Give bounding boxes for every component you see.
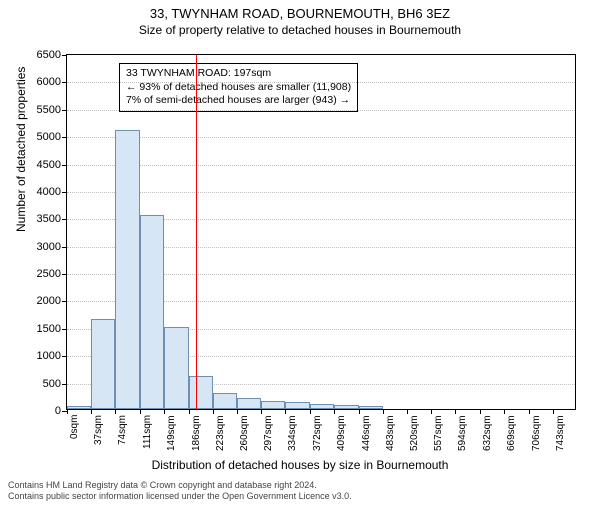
x-tick-label: 149sqm	[166, 415, 177, 451]
chart-title: 33, TWYNHAM ROAD, BOURNEMOUTH, BH6 3EZ	[0, 6, 600, 21]
x-tick-label: 37sqm	[93, 415, 104, 445]
x-tick-label: 669sqm	[506, 415, 517, 451]
histogram-bar	[189, 376, 213, 409]
y-axis-label: Number of detached properties	[14, 67, 28, 232]
x-tick-mark	[115, 409, 116, 414]
x-tick-label: 260sqm	[239, 415, 250, 451]
y-tick-label: 3500	[37, 213, 67, 225]
y-tick-label: 0	[55, 405, 67, 417]
x-tick-mark	[91, 409, 92, 414]
x-tick-mark	[553, 409, 554, 414]
x-tick-mark	[480, 409, 481, 414]
gridline	[67, 165, 575, 166]
histogram-bar	[67, 406, 91, 409]
x-tick-mark	[359, 409, 360, 414]
x-tick-mark	[67, 409, 68, 414]
x-tick-mark	[310, 409, 311, 414]
x-tick-label: 743sqm	[555, 415, 566, 451]
credits-line-2: Contains public sector information licen…	[8, 491, 592, 502]
x-tick-mark	[504, 409, 505, 414]
histogram-bar	[310, 404, 334, 409]
histogram-bar	[285, 402, 309, 409]
y-tick-label: 6000	[37, 76, 67, 88]
x-tick-label: 520sqm	[409, 415, 420, 451]
y-tick-label: 4000	[37, 186, 67, 198]
y-tick-label: 5500	[37, 104, 67, 116]
x-tick-mark	[164, 409, 165, 414]
credits-line-1: Contains HM Land Registry data © Crown c…	[8, 480, 592, 491]
annotation-line-3: 7% of semi-detached houses are larger (9…	[126, 94, 351, 108]
x-tick-mark	[334, 409, 335, 414]
chart-subtitle: Size of property relative to detached ho…	[0, 23, 600, 37]
credits: Contains HM Land Registry data © Crown c…	[8, 480, 592, 502]
gridline	[67, 192, 575, 193]
y-tick-label: 6500	[37, 49, 67, 61]
x-tick-mark	[189, 409, 190, 414]
marker-line	[196, 55, 197, 409]
y-tick-label: 1500	[37, 323, 67, 335]
y-tick-label: 4500	[37, 159, 67, 171]
x-tick-label: 446sqm	[361, 415, 372, 451]
histogram-bar	[115, 130, 139, 409]
x-tick-label: 372sqm	[312, 415, 323, 451]
y-tick-label: 500	[43, 378, 67, 390]
plot-region: 33 TWYNHAM ROAD: 197sqm ← 93% of detache…	[66, 54, 576, 410]
annotation-box: 33 TWYNHAM ROAD: 197sqm ← 93% of detache…	[119, 63, 358, 112]
x-tick-label: 0sqm	[69, 415, 80, 439]
x-tick-label: 186sqm	[191, 415, 202, 451]
histogram-bar	[213, 393, 237, 409]
x-tick-label: 409sqm	[336, 415, 347, 451]
y-tick-label: 5000	[37, 131, 67, 143]
x-tick-mark	[213, 409, 214, 414]
x-tick-label: 223sqm	[215, 415, 226, 451]
y-tick-label: 2000	[37, 295, 67, 307]
x-tick-mark	[431, 409, 432, 414]
x-tick-mark	[261, 409, 262, 414]
annotation-line-1: 33 TWYNHAM ROAD: 197sqm	[126, 67, 351, 81]
x-tick-mark	[237, 409, 238, 414]
x-tick-label: 74sqm	[117, 415, 128, 445]
histogram-bar	[334, 405, 358, 409]
x-tick-mark	[455, 409, 456, 414]
x-tick-mark	[140, 409, 141, 414]
histogram-bar	[237, 398, 261, 409]
x-tick-label: 632sqm	[482, 415, 493, 451]
x-tick-label: 483sqm	[385, 415, 396, 451]
gridline	[67, 110, 575, 111]
x-tick-label: 706sqm	[531, 415, 542, 451]
y-tick-label: 3000	[37, 241, 67, 253]
gridline	[67, 137, 575, 138]
histogram-bar	[261, 401, 285, 409]
x-axis-label: Distribution of detached houses by size …	[0, 458, 600, 472]
x-tick-label: 557sqm	[433, 415, 444, 451]
histogram-bar	[140, 215, 164, 409]
x-tick-mark	[407, 409, 408, 414]
x-tick-label: 594sqm	[457, 415, 468, 451]
chart-plot-area: 33 TWYNHAM ROAD: 197sqm ← 93% of detache…	[66, 54, 576, 410]
y-tick-label: 2500	[37, 268, 67, 280]
histogram-bar	[164, 327, 188, 409]
histogram-bar	[91, 319, 115, 409]
x-tick-label: 297sqm	[263, 415, 274, 451]
histogram-bar	[359, 406, 383, 409]
gridline	[67, 82, 575, 83]
x-tick-mark	[383, 409, 384, 414]
x-tick-mark	[285, 409, 286, 414]
x-tick-label: 111sqm	[142, 415, 153, 449]
x-tick-label: 334sqm	[287, 415, 298, 451]
y-tick-label: 1000	[37, 350, 67, 362]
x-tick-mark	[529, 409, 530, 414]
